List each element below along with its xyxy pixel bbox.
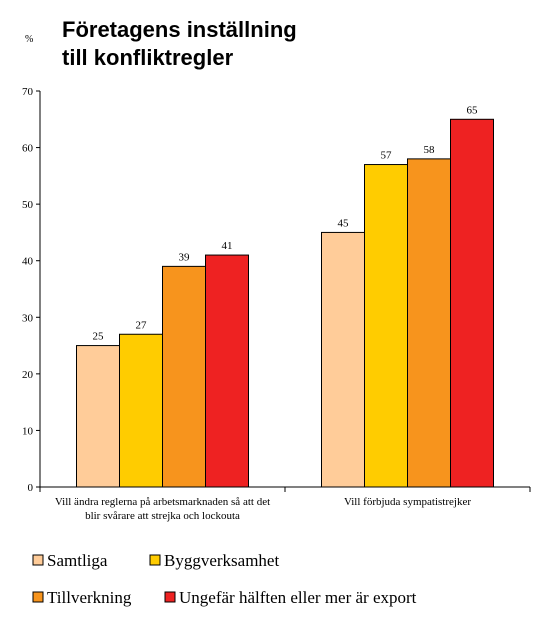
y-tick-label: 10 (22, 425, 34, 437)
y-tick-label: 50 (22, 199, 34, 211)
data-label: 27 (136, 319, 148, 331)
unit-label: % (25, 34, 33, 45)
plot-area: 0 10 20 30 40 50 60 70 25 27 39 41 Vill ändra regler… (22, 86, 531, 522)
bar (450, 118, 494, 488)
legend-swatch (32, 554, 44, 566)
legend-swatch (32, 591, 44, 603)
x-category-label: Vill förbjuda sympatistrejker (344, 496, 471, 508)
legend-swatch (164, 591, 176, 603)
data-label: 41 (222, 240, 233, 252)
x-category-label: blir svårare att strejka och lockouta (85, 510, 240, 522)
y-tick-label: 20 (22, 369, 34, 381)
y-tick-label: 60 (22, 143, 34, 155)
legend-swatch (149, 554, 161, 566)
legend-label: Byggverksamhet (164, 551, 279, 570)
y-tick-label: 40 (22, 256, 34, 268)
data-label: 58 (424, 144, 436, 156)
bar (119, 333, 163, 488)
legend-label: Ungefär hälften eller mer är export (179, 588, 417, 607)
bar (76, 345, 120, 488)
data-label: 45 (338, 217, 350, 229)
bar (364, 164, 408, 488)
bar (205, 254, 249, 488)
legend-label: Tillverkning (47, 588, 132, 607)
data-label: 39 (179, 251, 191, 263)
data-label: 57 (381, 150, 393, 162)
chart-title-line-1: Företagens inställning (62, 17, 297, 42)
bar (162, 265, 206, 488)
chart-title-line-2: till konfliktregler (62, 45, 234, 70)
y-tick-label: 0 (28, 482, 34, 494)
bar (407, 158, 451, 488)
legend: Samtliga Byggverksamhet Tillverkning Ungefä… (32, 551, 417, 607)
bar (321, 231, 365, 488)
y-tick-label: 30 (22, 312, 34, 324)
data-label: 25 (93, 331, 105, 343)
x-category-label: Vill ändra reglerna på arbetsmarknaden s… (55, 496, 270, 508)
legend-label: Samtliga (47, 551, 108, 570)
y-tick-label: 70 (22, 86, 34, 98)
data-label: 65 (467, 104, 479, 116)
